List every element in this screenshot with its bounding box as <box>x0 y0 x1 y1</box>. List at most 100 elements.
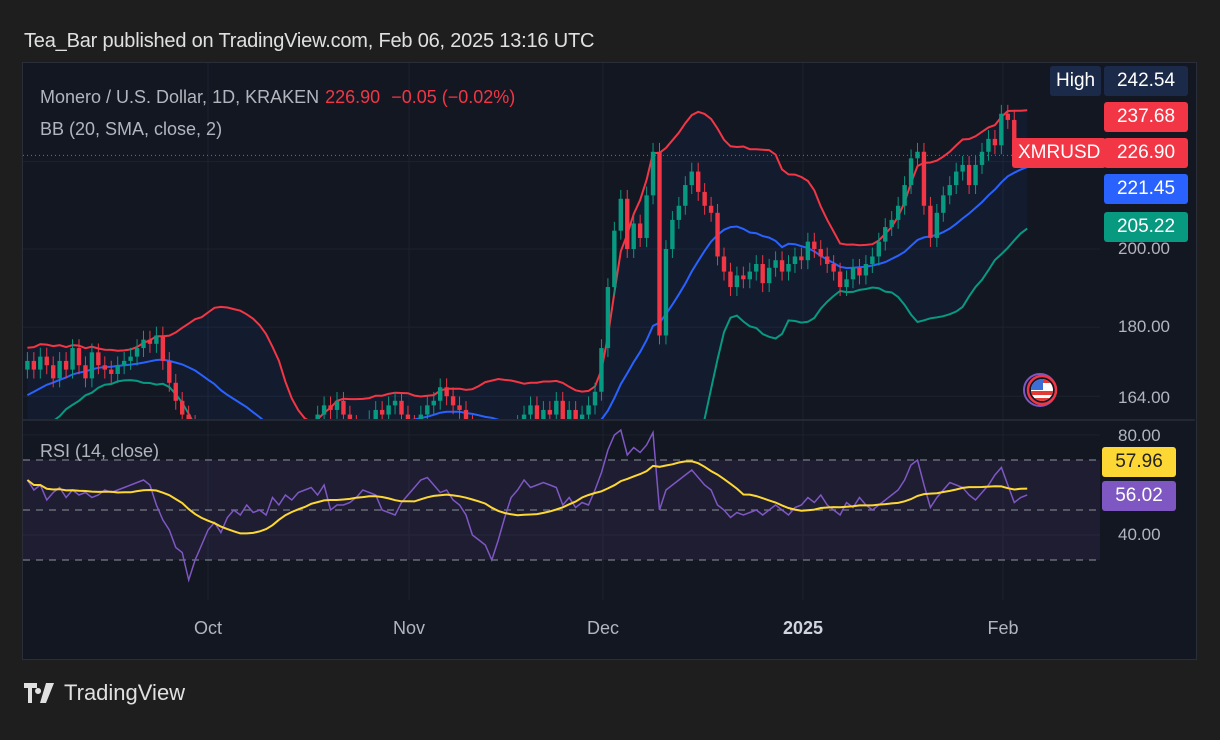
candle-body <box>450 396 456 406</box>
candle-body <box>921 151 927 206</box>
candle <box>361 420 365 443</box>
candle-body <box>579 414 585 419</box>
candle-body <box>321 405 327 415</box>
candle <box>721 247 727 281</box>
candle-body <box>431 400 436 406</box>
candle <box>173 373 178 410</box>
time-label: Nov <box>392 618 426 638</box>
rsi-tick: 80.00 <box>1118 426 1161 445</box>
candle-body <box>238 453 242 458</box>
candle <box>180 391 185 419</box>
price-tick: 200.00 <box>1118 239 1170 258</box>
candle-body <box>644 195 649 238</box>
candle-body <box>554 400 559 415</box>
candle-body <box>870 256 875 264</box>
candle-body <box>779 260 785 272</box>
candle-body <box>915 151 920 159</box>
last-price-tag: 226.90 <box>1104 138 1188 168</box>
candle <box>954 162 959 195</box>
candle <box>355 415 357 419</box>
candle-body <box>361 429 365 434</box>
candle-body <box>986 138 991 152</box>
candle-body <box>586 405 591 415</box>
candle-body <box>290 443 294 453</box>
candle <box>341 391 346 419</box>
candle <box>450 387 456 415</box>
candle <box>573 401 578 419</box>
candle <box>708 196 714 222</box>
candle <box>657 142 662 345</box>
candle-body <box>1005 113 1010 120</box>
candle-body <box>515 424 519 429</box>
candle <box>599 339 604 401</box>
candle-body <box>405 414 411 419</box>
candle <box>908 149 914 195</box>
publish-info: Tea_Bar published on TradingView.com, Fe… <box>24 30 595 52</box>
candle-body <box>477 433 481 452</box>
candle <box>541 401 546 419</box>
candle-body <box>825 256 830 264</box>
candle-body <box>702 191 707 206</box>
candle-body <box>573 409 578 419</box>
bb-fill <box>27 110 1028 419</box>
candle <box>605 278 611 358</box>
candle <box>676 196 682 229</box>
candle <box>689 162 694 195</box>
candle-body <box>270 448 274 458</box>
candle-body <box>425 405 430 415</box>
rsi-tick: 40.00 <box>1118 525 1161 544</box>
candle <box>934 203 940 247</box>
rsi-sma-line <box>26 460 1028 535</box>
candle <box>928 196 933 247</box>
candle-body <box>883 227 888 242</box>
candle-body <box>831 263 836 272</box>
candle <box>715 203 720 266</box>
candle <box>883 218 888 251</box>
candle <box>76 339 82 375</box>
time-label: Feb <box>987 618 1019 638</box>
candle <box>457 396 462 419</box>
candle <box>63 352 69 379</box>
rsi-pane <box>23 428 1100 583</box>
candle-body <box>392 400 398 406</box>
candle <box>373 401 378 419</box>
candle-body <box>109 369 114 374</box>
candle <box>528 396 533 419</box>
candle <box>805 232 811 270</box>
candle-body <box>334 400 340 410</box>
candle-body <box>373 409 378 419</box>
candle-body <box>245 448 249 458</box>
candle-body <box>844 279 849 288</box>
us-flag-event-icon[interactable] <box>1022 372 1058 408</box>
candle <box>57 352 62 388</box>
symbol-legend[interactable]: Monero / U.S. Dollar, 1D, KRAKEN 226.90 −… <box>40 87 515 108</box>
candle-body <box>683 185 688 206</box>
candle <box>799 247 804 270</box>
candle-body <box>663 249 669 336</box>
candle-body <box>876 241 881 257</box>
bb-legend[interactable]: BB (20, SMA, close, 2) <box>40 119 223 139</box>
candle <box>921 142 927 215</box>
candle-body <box>857 267 862 276</box>
candle <box>966 156 972 195</box>
candle <box>644 186 649 247</box>
tradingview-logo[interactable]: TradingView <box>24 680 185 706</box>
candle <box>115 356 120 383</box>
candle-body <box>141 339 146 349</box>
candle <box>154 326 159 353</box>
candle <box>425 396 430 419</box>
candle-body <box>44 356 49 366</box>
candle-body <box>889 219 894 228</box>
candle-body <box>134 348 140 357</box>
candle-body <box>534 405 540 419</box>
candle <box>141 330 146 358</box>
high-tag-label: High <box>1050 66 1102 96</box>
candle-body <box>541 409 546 419</box>
rsi-legend[interactable]: RSI (14, close) <box>40 441 160 461</box>
candle-body <box>341 400 346 415</box>
candle <box>309 420 313 447</box>
candle-body <box>180 400 185 415</box>
candle-body <box>715 212 720 257</box>
candle-body <box>147 339 153 344</box>
